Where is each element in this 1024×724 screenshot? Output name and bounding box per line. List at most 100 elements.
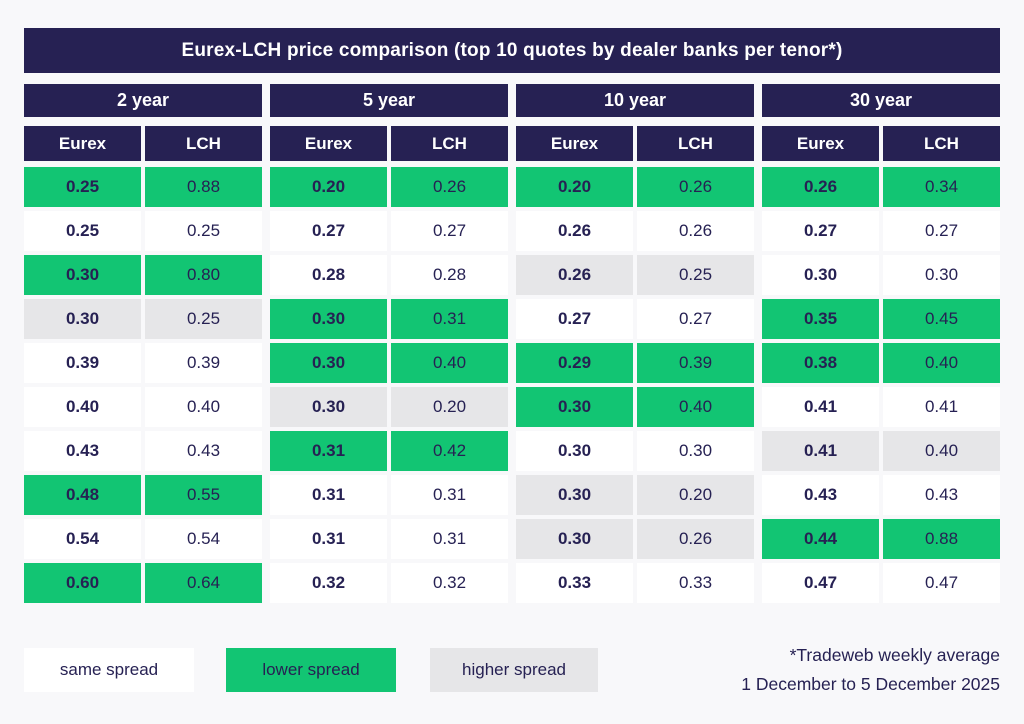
eurex-value-cell: 0.43 — [762, 475, 879, 515]
eurex-value-cell: 0.20 — [516, 167, 633, 207]
tenor-group-headers-2-year: Eurex LCH — [24, 126, 262, 161]
lch-value-cell: 0.26 — [391, 167, 508, 207]
lch-value-cell: 0.34 — [883, 167, 1000, 207]
eurex-value-cell: 0.26 — [762, 167, 879, 207]
tenor-group-10-year: 0.20 0.26 — [516, 167, 754, 207]
footer: same spread lower spread higher spread *… — [24, 645, 1000, 694]
eurex-value-cell: 0.33 — [516, 563, 633, 603]
tenor-group-30-year: 0.47 0.47 — [762, 563, 1000, 603]
column-header-lch: LCH — [391, 126, 508, 161]
tenor-group-10-year: 0.30 0.26 — [516, 519, 754, 559]
tenor-group-10-year: 0.30 0.20 — [516, 475, 754, 515]
lch-value-cell: 0.64 — [145, 563, 262, 603]
eurex-value-cell: 0.27 — [762, 211, 879, 251]
lch-value-cell: 0.32 — [391, 563, 508, 603]
tenor-group-5-year: 0.31 0.31 — [270, 519, 508, 559]
column-header-eurex: Eurex — [270, 126, 387, 161]
eurex-value-cell: 0.30 — [516, 475, 633, 515]
tenor-group-30-year: 0.27 0.27 — [762, 211, 1000, 251]
tenor-group-2-year: 0.25 0.88 — [24, 167, 262, 207]
table-row: 0.25 0.25 0.27 0.27 0.26 0.26 0.27 0.27 — [24, 211, 1000, 251]
lch-value-cell: 0.39 — [637, 343, 754, 383]
eurex-value-cell: 0.30 — [762, 255, 879, 295]
eurex-value-cell: 0.31 — [270, 475, 387, 515]
tenor-group-10-year: 0.29 0.39 — [516, 343, 754, 383]
legend-same-spread: same spread — [24, 648, 194, 692]
eurex-value-cell: 0.30 — [24, 255, 141, 295]
tenor-header-2-year: 2 year — [24, 84, 262, 117]
eurex-value-cell: 0.31 — [270, 431, 387, 471]
lch-value-cell: 0.88 — [883, 519, 1000, 559]
tenor-group-5-year: 0.30 0.20 — [270, 387, 508, 427]
tenor-group-30-year: 0.44 0.88 — [762, 519, 1000, 559]
lch-value-cell: 0.20 — [391, 387, 508, 427]
column-header-lch: LCH — [883, 126, 1000, 161]
column-header-lch: LCH — [637, 126, 754, 161]
lch-value-cell: 0.25 — [637, 255, 754, 295]
lch-value-cell: 0.20 — [637, 475, 754, 515]
tenor-group-10-year: 0.30 0.40 — [516, 387, 754, 427]
column-header-eurex: Eurex — [762, 126, 879, 161]
column-header-eurex: Eurex — [516, 126, 633, 161]
tenor-group-2-year: 0.30 0.80 — [24, 255, 262, 295]
eurex-value-cell: 0.25 — [24, 211, 141, 251]
eurex-value-cell: 0.41 — [762, 387, 879, 427]
tenor-header-30-year: 30 year — [762, 84, 1000, 117]
legend-higher-spread: higher spread — [430, 648, 598, 692]
tenor-group-30-year: 0.38 0.40 — [762, 343, 1000, 383]
eurex-value-cell: 0.35 — [762, 299, 879, 339]
tenor-group-5-year: 0.27 0.27 — [270, 211, 508, 251]
lch-value-cell: 0.43 — [145, 431, 262, 471]
eurex-value-cell: 0.60 — [24, 563, 141, 603]
tenor-group-2-year: 0.39 0.39 — [24, 343, 262, 383]
eurex-value-cell: 0.25 — [24, 167, 141, 207]
tenor-group-headers-5-year: Eurex LCH — [270, 126, 508, 161]
table-title: Eurex-LCH price comparison (top 10 quote… — [24, 28, 1000, 73]
tenor-group-2-year: 0.40 0.40 — [24, 387, 262, 427]
eurex-value-cell: 0.26 — [516, 211, 633, 251]
tenor-group-2-year: 0.60 0.64 — [24, 563, 262, 603]
tenor-group-10-year: 0.26 0.26 — [516, 211, 754, 251]
lch-value-cell: 0.27 — [391, 211, 508, 251]
lch-value-cell: 0.30 — [883, 255, 1000, 295]
tenor-group-headers-10-year: Eurex LCH — [516, 126, 754, 161]
tenor-group-30-year: 0.43 0.43 — [762, 475, 1000, 515]
eurex-value-cell: 0.39 — [24, 343, 141, 383]
lch-value-cell: 0.88 — [145, 167, 262, 207]
tenor-group-2-year: 0.30 0.25 — [24, 299, 262, 339]
eurex-value-cell: 0.30 — [516, 431, 633, 471]
column-header-eurex: Eurex — [24, 126, 141, 161]
eurex-value-cell: 0.30 — [270, 343, 387, 383]
legend-lower-spread: lower spread — [226, 648, 396, 692]
tenor-header-5-year: 5 year — [270, 84, 508, 117]
lch-value-cell: 0.26 — [637, 211, 754, 251]
tenor-group-10-year: 0.26 0.25 — [516, 255, 754, 295]
tenor-group-2-year: 0.43 0.43 — [24, 431, 262, 471]
eurex-value-cell: 0.30 — [270, 299, 387, 339]
lch-value-cell: 0.43 — [883, 475, 1000, 515]
eurex-value-cell: 0.29 — [516, 343, 633, 383]
eurex-value-cell: 0.44 — [762, 519, 879, 559]
lch-value-cell: 0.40 — [637, 387, 754, 427]
tenor-group-5-year: 0.32 0.32 — [270, 563, 508, 603]
tenor-group-10-year: 0.33 0.33 — [516, 563, 754, 603]
column-header-lch: LCH — [145, 126, 262, 161]
lch-value-cell: 0.30 — [637, 431, 754, 471]
tenor-group-30-year: 0.26 0.34 — [762, 167, 1000, 207]
tenor-group-30-year: 0.30 0.30 — [762, 255, 1000, 295]
lch-value-cell: 0.42 — [391, 431, 508, 471]
eurex-value-cell: 0.43 — [24, 431, 141, 471]
tenor-group-5-year: 0.31 0.42 — [270, 431, 508, 471]
eurex-value-cell: 0.30 — [270, 387, 387, 427]
eurex-value-cell: 0.47 — [762, 563, 879, 603]
lch-value-cell: 0.40 — [391, 343, 508, 383]
lch-value-cell: 0.25 — [145, 299, 262, 339]
eurex-value-cell: 0.38 — [762, 343, 879, 383]
tenor-group-30-year: 0.41 0.40 — [762, 431, 1000, 471]
table-row: 0.54 0.54 0.31 0.31 0.30 0.26 0.44 0.88 — [24, 519, 1000, 559]
eurex-value-cell: 0.40 — [24, 387, 141, 427]
eurex-value-cell: 0.27 — [516, 299, 633, 339]
column-header-row: Eurex LCH Eurex LCH Eurex LCH Eurex LCH — [24, 126, 1000, 161]
table-row: 0.39 0.39 0.30 0.40 0.29 0.39 0.38 0.40 — [24, 343, 1000, 383]
